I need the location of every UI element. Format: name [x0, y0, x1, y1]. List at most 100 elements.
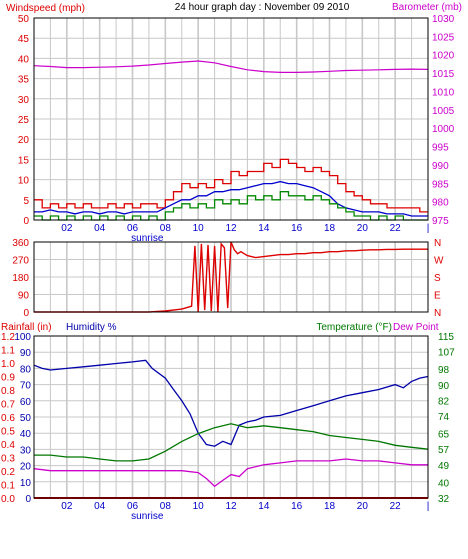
wind-y-tick-label: 0 — [23, 216, 29, 227]
rainfall-y-tick-label: 0.1 — [1, 481, 15, 492]
rainfall-y-tick-label: 1.1 — [1, 346, 15, 357]
wind-x-tick-label: | — [427, 223, 430, 234]
temperature-y-tick-label: 32 — [438, 494, 450, 505]
climate-sunrise-label: sunrise — [131, 511, 164, 522]
direction-compass-label: N — [434, 238, 441, 249]
humidity-y-tick-label: 60 — [20, 397, 32, 408]
wind-y-tick-label: 20 — [18, 135, 30, 146]
gust-series-line — [34, 158, 428, 213]
wind-x-tick-label: 22 — [390, 223, 402, 234]
humidity-y-tick-label: 0 — [25, 494, 31, 505]
humidity-axis-title: Humidity % — [66, 322, 117, 333]
humidity-y-tick-label: 90 — [20, 348, 32, 359]
gust_avg-series-line — [34, 180, 428, 217]
wind-x-tick-label: 14 — [258, 223, 270, 234]
temperature-y-tick-label: 65 — [438, 430, 450, 441]
humidity-y-tick-label: 80 — [20, 364, 32, 375]
rain-humidity-temperature-panel: 0 10 20 30 40 50 60 70 80 90 100 0.0 0.1 0.2 0.3 0.4 0.5… — [1, 332, 455, 522]
dew_point-series-line — [33, 458, 428, 488]
climate-x-tick-label: 04 — [94, 501, 106, 512]
climate-x-tick-label: 06 — [127, 501, 139, 512]
direction-compass-label: N — [434, 308, 441, 319]
wind-panel-frame — [33, 17, 429, 221]
climate-x-tick-label: 10 — [193, 501, 205, 512]
wind-y-tick-label: 15 — [18, 155, 30, 166]
rainfall-y-tick-label: 0.0 — [1, 494, 15, 505]
barometer-axis-title: Barometer (mb) — [392, 2, 462, 13]
wind-sunrise-label: sunrise — [131, 233, 164, 244]
temperature-y-tick-label: 49 — [438, 461, 450, 472]
humidity-series-line — [33, 359, 429, 447]
wind-y-tick-label: 35 — [18, 75, 30, 86]
direction-compass-label: E — [434, 291, 441, 302]
direction-y-tick-label: 270 — [12, 256, 29, 267]
wind-x-tick-label: 12 — [225, 223, 237, 234]
climate-x-tick-label: 02 — [61, 501, 73, 512]
wind-x-tick-label: 16 — [291, 223, 303, 234]
wind_avg-series-line — [34, 191, 428, 221]
barometer-y-tick-label: 1010 — [432, 87, 455, 98]
direction-panel-frame — [33, 241, 429, 313]
chart-title: 24 hour graph day : November 09 2010 — [175, 2, 350, 13]
wind-x-tick-label: 10 — [193, 223, 205, 234]
humidity-y-tick-label: 70 — [20, 381, 32, 392]
direction-y-tick-label: 90 — [18, 291, 30, 302]
rainfall-y-tick-label: 0.4 — [1, 440, 15, 451]
temperature-y-tick-label: 40 — [438, 478, 450, 489]
temperature-y-tick-label: 107 — [438, 348, 455, 359]
climate-x-tick-label: 20 — [357, 501, 369, 512]
barometer-y-tick-label: 1015 — [432, 69, 455, 80]
rainfall-y-tick-label: 0.8 — [1, 386, 15, 397]
dew-point-axis-title: Dew Point — [393, 322, 439, 333]
rainfall-axis-title: Rainfall (in) — [1, 322, 52, 333]
temperature-series-line — [34, 423, 429, 462]
barometer-series-line — [33, 60, 429, 73]
rainfall-y-tick-label: 0.2 — [1, 467, 15, 478]
wind-x-tick-label: 02 — [61, 223, 73, 234]
barometer-y-tick-label: 985 — [432, 179, 449, 190]
wind-y-tick-label: 45 — [18, 34, 30, 45]
wind-x-tick-label: 20 — [357, 223, 369, 234]
humidity-y-tick-label: 10 — [20, 478, 32, 489]
barometer-y-tick-label: 990 — [432, 161, 449, 172]
wind-x-tick-label: 04 — [94, 223, 106, 234]
rainfall-y-tick-label: 0.3 — [1, 454, 15, 465]
wind-barometer-panel: 0510152025303540455097598098599099510001… — [18, 14, 455, 244]
barometer-y-tick-label: 1025 — [432, 32, 455, 43]
climate-x-tick-label: 16 — [291, 501, 303, 512]
direction-y-tick-label: 180 — [12, 273, 29, 284]
rainfall-y-tick-label: 0.6 — [1, 413, 15, 424]
wind-y-tick-label: 40 — [18, 54, 30, 65]
barometer-y-tick-label: 975 — [432, 216, 449, 227]
rainfall-y-tick-label: 1.0 — [1, 359, 15, 370]
wind-y-tick-label: 30 — [18, 95, 30, 106]
barometer-y-tick-label: 1000 — [432, 124, 455, 135]
humidity-y-tick-label: 40 — [20, 429, 32, 440]
wind-x-tick-label: 18 — [324, 223, 336, 234]
temperature-y-tick-label: 82 — [438, 396, 450, 407]
temperature-y-tick-label: 90 — [438, 381, 450, 392]
temperature-y-tick-label: 57 — [438, 445, 450, 456]
direction-y-tick-label: 360 — [12, 238, 29, 249]
humidity-y-tick-label: 30 — [20, 445, 32, 456]
temperature-y-tick-label: 98 — [438, 365, 450, 376]
rainfall-y-tick-label: 1.2 — [1, 332, 15, 343]
climate-x-tick-label: 18 — [324, 501, 336, 512]
direction-series-line — [34, 241, 428, 313]
humidity-y-tick-label: 50 — [20, 413, 32, 424]
temperature-y-tick-label: 74 — [438, 412, 450, 423]
climate-x-tick-label: 08 — [160, 501, 172, 512]
direction-compass-label: S — [434, 273, 441, 284]
barometer-y-tick-label: 1030 — [432, 14, 455, 25]
barometer-y-tick-label: 1005 — [432, 106, 455, 117]
rainfall-y-tick-label: 0.7 — [1, 400, 15, 411]
direction-compass-label: W — [434, 256, 444, 267]
climate-x-tick-label: 14 — [258, 501, 270, 512]
climate-x-tick-label: 22 — [390, 501, 402, 512]
wind-y-tick-label: 25 — [18, 115, 30, 126]
rainfall-y-tick-label: 0.9 — [1, 373, 15, 384]
wind-x-tick-label: 08 — [160, 223, 172, 234]
climate-panel-frame — [33, 335, 429, 499]
